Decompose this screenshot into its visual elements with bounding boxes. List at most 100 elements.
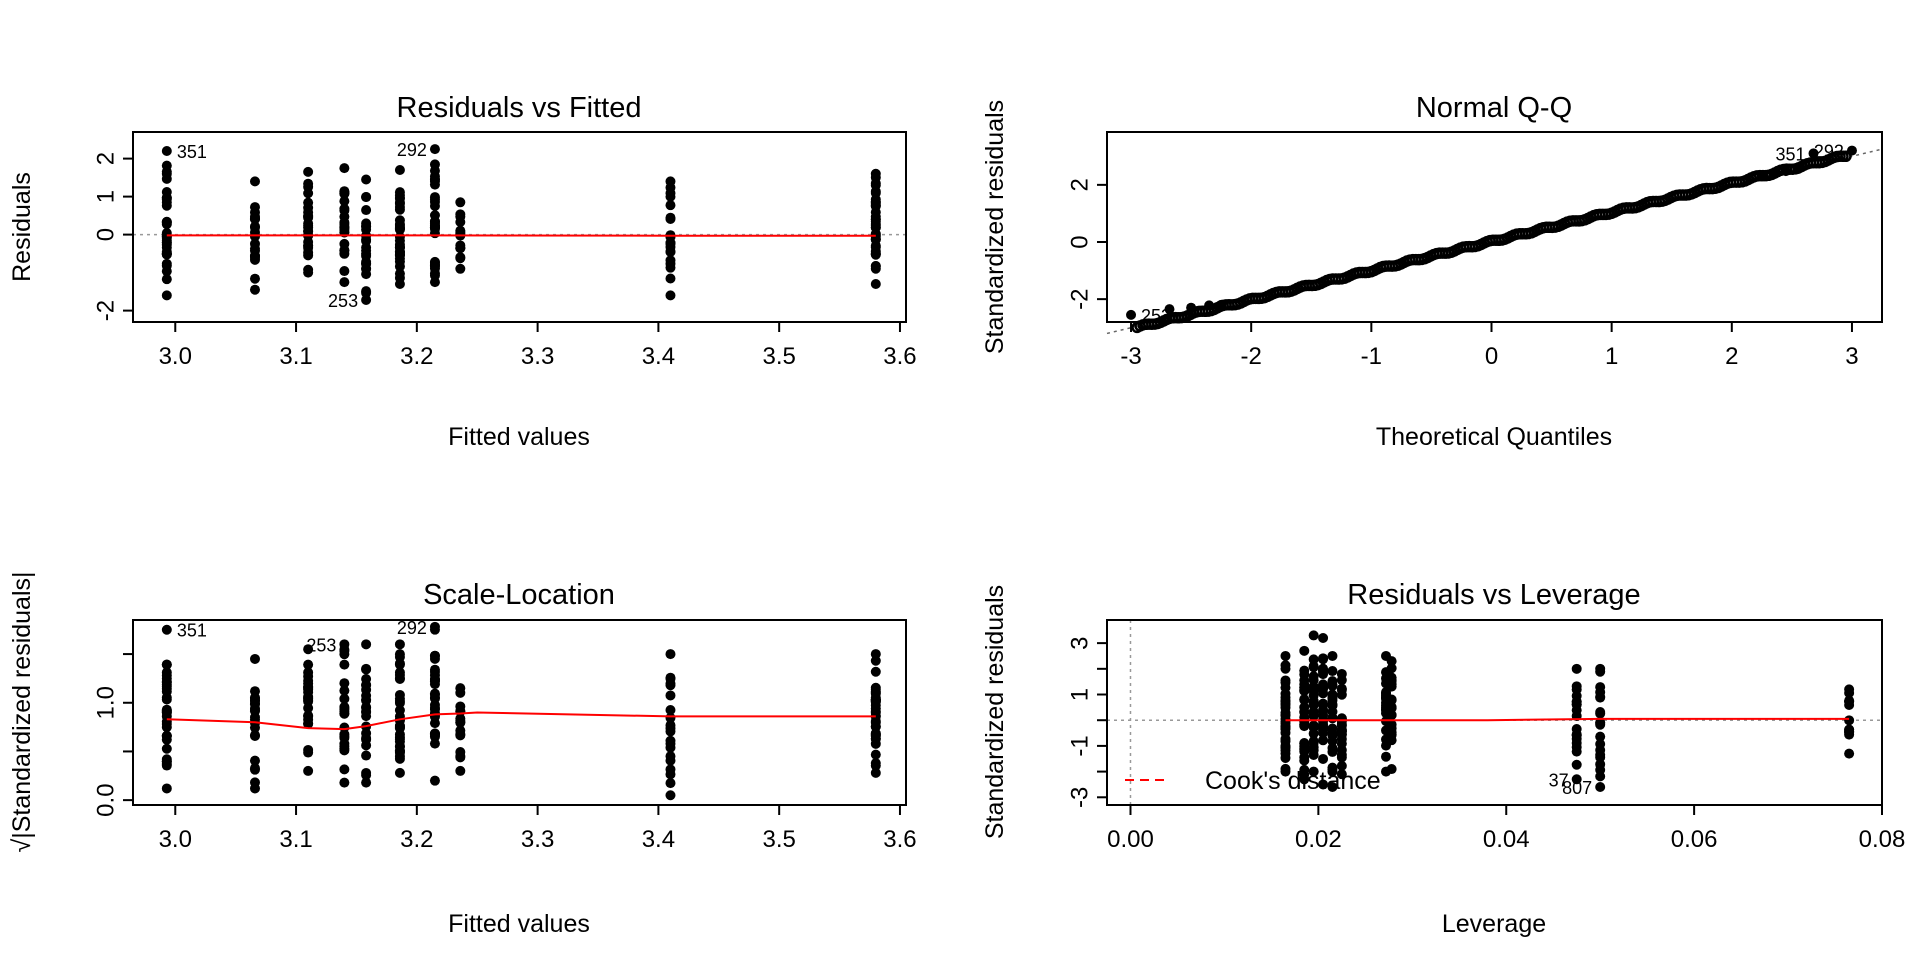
data-point	[455, 752, 466, 763]
data-point	[394, 696, 405, 707]
point-label: 807	[1562, 778, 1592, 798]
data-point	[161, 249, 172, 260]
smoother-line	[1285, 717, 1850, 722]
data-point	[1299, 752, 1310, 763]
data-point	[1336, 769, 1347, 780]
data-point	[161, 722, 172, 733]
data-point	[1327, 764, 1338, 775]
data-point	[455, 253, 466, 264]
data-point	[249, 722, 260, 733]
data-point	[394, 242, 405, 253]
data-point	[1299, 769, 1310, 780]
data-point	[1318, 723, 1329, 734]
data-point	[455, 725, 466, 736]
data-point	[870, 706, 881, 717]
legend-label: Cook's distance	[1205, 767, 1381, 795]
x-tick-label: 3.1	[279, 826, 312, 853]
data-point	[303, 744, 314, 755]
x-tick-label: 0.08	[1859, 826, 1906, 853]
data-point	[303, 703, 314, 714]
qq-point	[1126, 309, 1137, 320]
data-point	[339, 659, 350, 670]
x-tick-label: 1	[1605, 343, 1618, 370]
data-point	[303, 211, 314, 222]
data-point	[1318, 667, 1329, 678]
data-point	[665, 255, 676, 266]
point-label: 253	[306, 635, 336, 655]
data-point	[1571, 733, 1582, 744]
data-point	[249, 284, 260, 295]
data-point	[1299, 645, 1310, 656]
data-point	[339, 196, 350, 207]
data-point	[1595, 666, 1606, 677]
data-point	[455, 209, 466, 220]
data-point	[339, 186, 350, 197]
data-point	[1844, 724, 1855, 735]
data-point	[429, 174, 440, 185]
data-point	[1386, 656, 1397, 667]
data-point	[870, 279, 881, 289]
data-point	[1571, 774, 1582, 785]
y-tick-label: 0	[1066, 235, 1093, 248]
data-point	[361, 750, 372, 761]
data-point	[1386, 710, 1397, 721]
x-tick-label: 0.04	[1483, 826, 1530, 853]
y-tick-label: 1.0	[92, 686, 119, 719]
data-point	[1595, 682, 1606, 693]
data-point	[1327, 706, 1338, 717]
data-point	[1595, 745, 1606, 756]
data-point	[361, 770, 372, 781]
data-point	[1280, 736, 1291, 747]
data-point	[394, 673, 405, 684]
x-tick-label: 3.3	[521, 343, 554, 370]
data-point	[429, 144, 440, 155]
x-axis-label: Theoretical Quantiles	[1376, 423, 1612, 451]
data-point	[361, 674, 372, 685]
data-point	[870, 758, 881, 769]
data-point	[361, 639, 372, 650]
data-point	[665, 704, 676, 715]
normal-qq-panel: Normal Q-Q Theoretical Quantiles Standar…	[981, 92, 1883, 451]
data-point	[394, 767, 405, 778]
data-point	[361, 740, 372, 751]
data-point	[361, 218, 372, 229]
data-point	[665, 191, 676, 202]
data-point	[361, 294, 372, 305]
qq-point	[1792, 164, 1803, 175]
data-point	[1280, 682, 1291, 693]
data-point	[161, 670, 172, 681]
data-point	[339, 211, 350, 222]
data-point	[455, 706, 466, 717]
qq-point	[1756, 171, 1767, 182]
data-point	[870, 749, 881, 760]
data-point	[1280, 660, 1291, 671]
residuals-vs-fitted-panel: Residuals vs Fitted Fitted values Residu…	[8, 92, 917, 451]
data-point	[1327, 723, 1338, 734]
data-point	[1336, 675, 1347, 686]
x-tick-label: 3.5	[762, 343, 795, 370]
data-point	[870, 695, 881, 706]
data-point	[249, 221, 260, 232]
data-point	[429, 670, 440, 681]
qq-point	[1204, 300, 1215, 311]
data-point	[394, 268, 405, 279]
y-axis-label: √|Standardized residuals|	[8, 571, 36, 852]
data-point	[303, 250, 314, 261]
data-point	[339, 732, 350, 743]
data-point	[429, 738, 440, 749]
data-point	[361, 205, 372, 216]
data-point	[1280, 650, 1291, 661]
point-label: 253	[328, 291, 358, 311]
data-point	[455, 687, 466, 698]
data-point	[429, 220, 440, 231]
data-point	[339, 685, 350, 696]
data-point	[1318, 779, 1329, 790]
data-point	[1844, 715, 1855, 726]
data-point	[1318, 709, 1329, 720]
residuals-vs-leverage-panel: Residuals vs Leverage Leverage Standardi…	[981, 579, 1905, 938]
data-point	[161, 694, 172, 705]
data-point	[339, 777, 350, 788]
smoother-line	[166, 711, 876, 731]
data-point	[429, 196, 440, 207]
